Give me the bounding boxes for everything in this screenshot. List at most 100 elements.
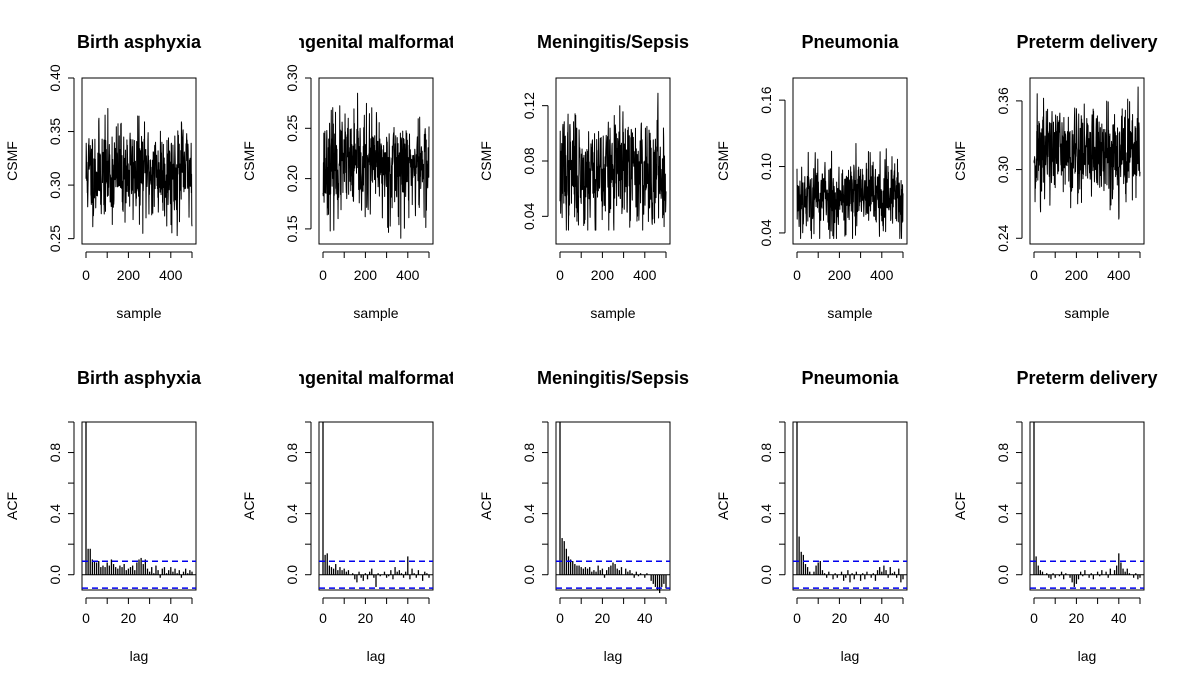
x-axis-label: sample bbox=[116, 305, 161, 321]
panel-acf-2: Congenital malformation lag ACF 0 20 40 0.0 0.4… bbox=[241, 368, 482, 664]
panel-trace-4: Pneumonia sample CSMF 0 200 400 0.04 0.10 0.16 bbox=[715, 32, 908, 321]
x-tick-label: 0 bbox=[319, 610, 327, 626]
panel-acf-4: Pneumonia lag ACF 0 20 40 0.0 0.4 0.8 bbox=[715, 368, 908, 664]
y-tick-label: 0.16 bbox=[758, 86, 774, 113]
y-axis-label: ACF bbox=[715, 492, 731, 520]
y-tick-label: 0.4 bbox=[995, 504, 1011, 524]
x-tick-label: 20 bbox=[832, 610, 848, 626]
x-tick-label: 0 bbox=[556, 610, 564, 626]
x-tick-label: 200 bbox=[354, 267, 378, 283]
y-tick-label: 0.04 bbox=[758, 219, 774, 246]
panel-trace-5: Preterm delivery sample CSMF 0 200 400 0.24 0.3… bbox=[952, 32, 1158, 321]
y-tick-label: 0.8 bbox=[284, 443, 300, 463]
x-tick-label: 400 bbox=[159, 267, 183, 283]
x-axis-label: sample bbox=[590, 305, 635, 321]
y-axis-label: ACF bbox=[952, 492, 968, 520]
y-tick-label: 0.0 bbox=[47, 565, 63, 585]
x-tick-label: 0 bbox=[82, 610, 90, 626]
panel-title: Preterm delivery bbox=[1016, 368, 1157, 388]
panel-title: Pneumonia bbox=[801, 32, 899, 52]
y-tick-label: 0.15 bbox=[284, 215, 300, 242]
y-axis-label: CSMF bbox=[478, 141, 494, 181]
x-tick-label: 40 bbox=[400, 610, 416, 626]
y-tick-label: 0.4 bbox=[521, 504, 537, 524]
x-axis-label: lag bbox=[1078, 648, 1097, 664]
plot-box bbox=[81, 77, 197, 245]
y-tick-label: 0.25 bbox=[284, 114, 300, 141]
panel-title: Congenital malformation bbox=[270, 32, 482, 52]
x-axis-label: sample bbox=[827, 305, 872, 321]
y-axis-label: CSMF bbox=[952, 141, 968, 181]
y-tick-label: 0.25 bbox=[47, 225, 63, 252]
x-axis-label: lag bbox=[841, 648, 860, 664]
y-tick-label: 0.4 bbox=[284, 504, 300, 524]
x-tick-label: 0 bbox=[319, 267, 327, 283]
y-axis-label: CSMF bbox=[715, 141, 731, 181]
plot-box bbox=[555, 77, 671, 245]
panel-title: Preterm delivery bbox=[1016, 32, 1157, 52]
y-tick-label: 0.4 bbox=[758, 504, 774, 524]
x-tick-label: 20 bbox=[595, 610, 611, 626]
panel-title: Congenital malformation bbox=[270, 368, 482, 388]
y-tick-label: 0.40 bbox=[47, 64, 63, 91]
y-tick-label: 0.24 bbox=[995, 224, 1011, 251]
y-axis-label: CSMF bbox=[4, 141, 20, 181]
y-tick-label: 0.8 bbox=[758, 443, 774, 463]
x-axis-label: sample bbox=[353, 305, 398, 321]
panel-acf-5: Preterm delivery lag ACF 0 20 40 0.0 0.4 0.8 bbox=[952, 368, 1158, 664]
panel-title: Meningitis/Sepsis bbox=[537, 368, 689, 388]
panel-trace-1: Birth asphyxia sample CSMF 0 200 400 0.25 0.30 0… bbox=[4, 32, 202, 321]
y-tick-label: 0.4 bbox=[47, 504, 63, 524]
panel-acf-3: Meningitis/Sepsis lag ACF 0 20 40 0.0 0.4 0.8 bbox=[478, 368, 689, 664]
x-tick-label: 200 bbox=[591, 267, 615, 283]
y-tick-label: 0.0 bbox=[284, 565, 300, 585]
x-tick-label: 0 bbox=[793, 267, 801, 283]
y-tick-label: 0.36 bbox=[995, 87, 1011, 114]
panel-trace-3: Meningitis/Sepsis sample CSMF 0 200 400 0.04 0.… bbox=[478, 32, 689, 321]
plot-box bbox=[792, 421, 908, 591]
x-tick-label: 20 bbox=[121, 610, 137, 626]
plot-box bbox=[1029, 77, 1145, 245]
x-tick-label: 40 bbox=[1111, 610, 1127, 626]
y-tick-label: 0.30 bbox=[284, 64, 300, 91]
x-tick-label: 0 bbox=[556, 267, 564, 283]
x-tick-label: 400 bbox=[633, 267, 657, 283]
x-axis-label: lag bbox=[604, 648, 623, 664]
plot-box bbox=[81, 421, 197, 591]
y-tick-label: 0.0 bbox=[995, 565, 1011, 585]
trace-line bbox=[85, 108, 193, 237]
x-tick-label: 40 bbox=[163, 610, 179, 626]
plot-box bbox=[1029, 421, 1145, 591]
y-tick-label: 0.12 bbox=[521, 92, 537, 119]
panel-title: Pneumonia bbox=[801, 368, 899, 388]
x-tick-label: 400 bbox=[1107, 267, 1131, 283]
trace-line bbox=[1033, 86, 1141, 220]
y-tick-label: 0.8 bbox=[521, 443, 537, 463]
plot-box bbox=[318, 77, 434, 245]
trace-line bbox=[796, 142, 904, 239]
y-tick-label: 0.04 bbox=[521, 202, 537, 229]
y-tick-label: 0.0 bbox=[758, 565, 774, 585]
y-axis-label: ACF bbox=[241, 492, 257, 520]
y-tick-label: 0.30 bbox=[995, 156, 1011, 183]
x-tick-label: 40 bbox=[637, 610, 653, 626]
panel-title: Meningitis/Sepsis bbox=[537, 32, 689, 52]
x-tick-label: 200 bbox=[828, 267, 852, 283]
x-tick-label: 20 bbox=[358, 610, 374, 626]
y-axis-label: CSMF bbox=[241, 141, 257, 181]
x-tick-label: 0 bbox=[82, 267, 90, 283]
y-tick-label: 0.8 bbox=[995, 443, 1011, 463]
x-tick-label: 20 bbox=[1069, 610, 1085, 626]
panel-title: Birth asphyxia bbox=[77, 32, 202, 52]
x-axis-label: lag bbox=[367, 648, 386, 664]
x-tick-label: 0 bbox=[793, 610, 801, 626]
x-tick-label: 400 bbox=[396, 267, 420, 283]
y-tick-label: 0.08 bbox=[521, 147, 537, 174]
x-tick-label: 0 bbox=[1030, 267, 1038, 283]
x-tick-label: 200 bbox=[117, 267, 141, 283]
panel-acf-1: Birth asphyxia lag ACF 0 20 40 0.0 0.4 0.8 bbox=[4, 368, 202, 664]
y-tick-label: 0.0 bbox=[521, 565, 537, 585]
trace-line bbox=[559, 92, 667, 231]
x-tick-label: 40 bbox=[874, 610, 890, 626]
